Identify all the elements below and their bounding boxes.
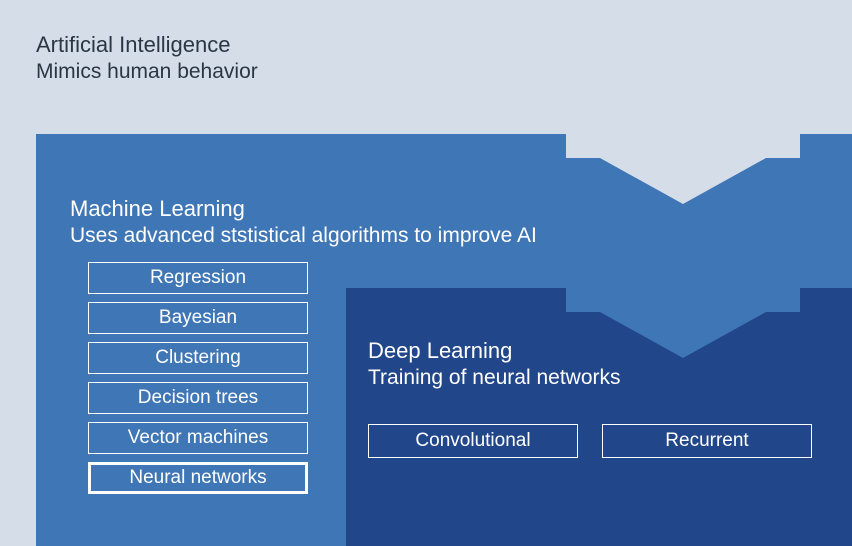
- dl-title: Deep Learning: [368, 338, 512, 364]
- ml-subtitle: Uses advanced ststistical algorithms to …: [70, 224, 537, 248]
- ai-subtitle: Mimics human behavior: [36, 60, 258, 84]
- ml-item-bayesian: Bayesian: [88, 302, 308, 334]
- ml-item-regression: Regression: [88, 262, 308, 294]
- ai-title: Artificial Intelligence: [36, 32, 230, 58]
- dl-item-convolutional: Convolutional: [368, 424, 578, 458]
- ml-item-vector-machines: Vector machines: [88, 422, 308, 454]
- dl-network-list: Convolutional Recurrent: [368, 424, 812, 458]
- ml-title: Machine Learning: [70, 196, 245, 222]
- diagram-canvas: Artificial Intelligence Mimics human beh…: [0, 0, 852, 546]
- ml-item-decision-trees: Decision trees: [88, 382, 308, 414]
- ml-algorithm-list: Regression Bayesian Clustering Decision tre…: [88, 262, 308, 494]
- dl-item-recurrent: Recurrent: [602, 424, 812, 458]
- ml-notch: [566, 134, 800, 206]
- dl-notch: [566, 288, 800, 360]
- ml-item-clustering: Clustering: [88, 342, 308, 374]
- dl-subtitle: Training of neural networks: [368, 366, 621, 390]
- ml-item-neural-networks: Neural networks: [88, 462, 308, 494]
